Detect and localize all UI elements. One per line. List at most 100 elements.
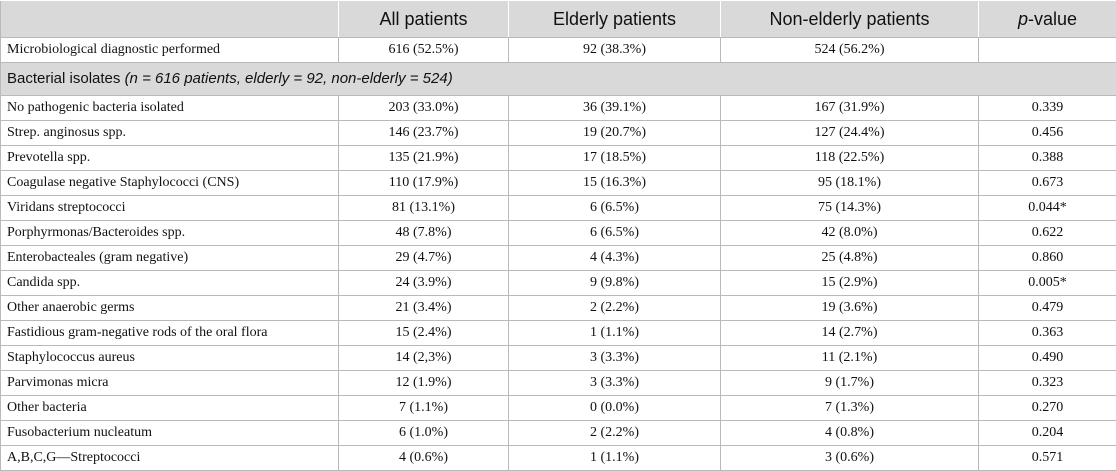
cell-all: 14 (2,3%)	[339, 346, 509, 371]
cell-elderly: 0 (0.0%)	[509, 396, 721, 421]
cell-non-elderly: 75 (14.3%)	[721, 196, 979, 221]
cell-non-elderly: 9 (1.7%)	[721, 371, 979, 396]
cell-all: 6 (1.0%)	[339, 421, 509, 446]
cell-p-value: 0.571	[979, 446, 1116, 471]
row-label: Porphyrmonas/Bacteroides spp.	[1, 221, 339, 246]
cell-all: 135 (21.9%)	[339, 146, 509, 171]
cell-non-elderly: 95 (18.1%)	[721, 171, 979, 196]
cell-p-value: 0.622	[979, 221, 1116, 246]
cell-p-value: 0.363	[979, 321, 1116, 346]
cell-elderly: 36 (39.1%)	[509, 96, 721, 121]
cell-p-value: 0.388	[979, 146, 1116, 171]
row-label: Fusobacterium nucleatum	[1, 421, 339, 446]
cell-all: 7 (1.1%)	[339, 396, 509, 421]
cell-elderly: 4 (4.3%)	[509, 246, 721, 271]
row-label: Strep. anginosus spp.	[1, 121, 339, 146]
section-row-bacterial-isolates: Bacterial isolates (n = 616 patients, el…	[1, 63, 1116, 96]
row-label: No pathogenic bacteria isolated	[1, 96, 339, 121]
cell-elderly: 9 (9.8%)	[509, 271, 721, 296]
cell-p-value: 0.005*	[979, 271, 1116, 296]
row-label: Other anaerobic germs	[1, 296, 339, 321]
cell-p-value: 0.456	[979, 121, 1116, 146]
cell-p-value: 0.860	[979, 246, 1116, 271]
cell-all: 12 (1.9%)	[339, 371, 509, 396]
cell-elderly: 6 (6.5%)	[509, 196, 721, 221]
table-row: Strep. anginosus spp.146 (23.7%)19 (20.7…	[1, 121, 1116, 146]
cell-p-value: 0.204	[979, 421, 1116, 446]
cell-p-value: 0.673	[979, 171, 1116, 196]
cell-p-value	[979, 38, 1116, 63]
table-header: All patients Elderly patients Non-elderl…	[1, 1, 1116, 38]
cell-all: 4 (0.6%)	[339, 446, 509, 471]
cell-p-value: 0.479	[979, 296, 1116, 321]
cell-non-elderly: 127 (24.4%)	[721, 121, 979, 146]
table-row: Enterobacteales (gram negative)29 (4.7%)…	[1, 246, 1116, 271]
cell-non-elderly: 42 (8.0%)	[721, 221, 979, 246]
cell-p-value: 0.044*	[979, 196, 1116, 221]
table-row: Porphyrmonas/Bacteroides spp.48 (7.8%)6 …	[1, 221, 1116, 246]
cell-all: 146 (23.7%)	[339, 121, 509, 146]
header-p-value: p-value	[979, 1, 1116, 38]
cell-elderly: 3 (3.3%)	[509, 371, 721, 396]
cell-elderly: 2 (2.2%)	[509, 421, 721, 446]
section-title: Bacterial isolates	[7, 70, 120, 87]
section-heading: Bacterial isolates (n = 616 patients, el…	[1, 63, 1116, 96]
header-empty-cell	[1, 1, 339, 38]
cell-non-elderly: 4 (0.8%)	[721, 421, 979, 446]
cell-all: 81 (13.1%)	[339, 196, 509, 221]
row-label: Other bacteria	[1, 396, 339, 421]
table-row: Candida spp.24 (3.9%)9 (9.8%)15 (2.9%)0.…	[1, 271, 1116, 296]
row-label: Staphylococcus aureus	[1, 346, 339, 371]
row-label: Enterobacteales (gram negative)	[1, 246, 339, 271]
header-p-rest: -value	[1028, 9, 1077, 29]
header-elderly-patients: Elderly patients	[509, 1, 721, 38]
cell-all: 21 (3.4%)	[339, 296, 509, 321]
cell-all: 203 (33.0%)	[339, 96, 509, 121]
cell-elderly: 19 (20.7%)	[509, 121, 721, 146]
cell-all: 616 (52.5%)	[339, 38, 509, 63]
header-all-patients: All patients	[339, 1, 509, 38]
cell-non-elderly: 3 (0.6%)	[721, 446, 979, 471]
cell-elderly: 2 (2.2%)	[509, 296, 721, 321]
header-p-italic: p	[1018, 9, 1028, 29]
cell-p-value: 0.270	[979, 396, 1116, 421]
row-label: Coagulase negative Staphylococci (CNS)	[1, 171, 339, 196]
cell-non-elderly: 11 (2.1%)	[721, 346, 979, 371]
cell-all: 48 (7.8%)	[339, 221, 509, 246]
row-label: A,B,C,G—Streptococci	[1, 446, 339, 471]
cell-all: 15 (2.4%)	[339, 321, 509, 346]
cell-all: 110 (17.9%)	[339, 171, 509, 196]
table-row: Prevotella spp.135 (21.9%)17 (18.5%)118 …	[1, 146, 1116, 171]
section-note: (n = 616 patients, elderly = 92, non-eld…	[125, 70, 453, 87]
cell-all: 29 (4.7%)	[339, 246, 509, 271]
cell-p-value: 0.490	[979, 346, 1116, 371]
row-label: Prevotella spp.	[1, 146, 339, 171]
cell-elderly: 3 (3.3%)	[509, 346, 721, 371]
cell-non-elderly: 167 (31.9%)	[721, 96, 979, 121]
cell-non-elderly: 15 (2.9%)	[721, 271, 979, 296]
row-label: Viridans streptococci	[1, 196, 339, 221]
header-row: All patients Elderly patients Non-elderl…	[1, 1, 1116, 38]
cell-elderly: 92 (38.3%)	[509, 38, 721, 63]
cell-p-value: 0.323	[979, 371, 1116, 396]
table-row: Fastidious gram-negative rods of the ora…	[1, 321, 1116, 346]
cell-non-elderly: 25 (4.8%)	[721, 246, 979, 271]
cell-elderly: 17 (18.5%)	[509, 146, 721, 171]
row-label: Microbiological diagnostic performed	[1, 38, 339, 63]
table-row: Coagulase negative Staphylococci (CNS)11…	[1, 171, 1116, 196]
cell-elderly: 15 (16.3%)	[509, 171, 721, 196]
cell-elderly: 1 (1.1%)	[509, 446, 721, 471]
cell-non-elderly: 524 (56.2%)	[721, 38, 979, 63]
cell-p-value: 0.339	[979, 96, 1116, 121]
diagnostic-row: Microbiological diagnostic performed 616…	[1, 38, 1116, 63]
row-label: Fastidious gram-negative rods of the ora…	[1, 321, 339, 346]
